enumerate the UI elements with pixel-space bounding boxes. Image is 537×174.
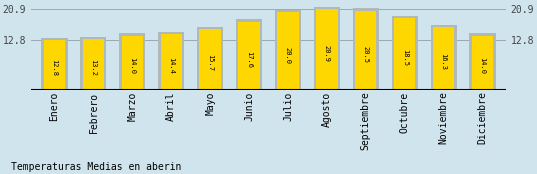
Bar [197,27,223,90]
Bar [83,39,104,90]
Bar [41,38,68,90]
Bar [161,34,182,90]
Bar [119,33,146,90]
Text: 20.9: 20.9 [324,45,330,62]
Bar [158,32,184,90]
Text: 14.0: 14.0 [129,57,135,74]
Bar [394,18,416,90]
Bar [316,9,338,90]
Bar [277,13,299,90]
Bar [314,7,340,90]
Text: 14.4: 14.4 [168,57,174,74]
Bar [81,37,106,90]
Text: 13.2: 13.2 [90,59,97,76]
Bar [199,29,221,90]
Bar [355,11,376,90]
Bar [433,27,454,90]
Text: 18.5: 18.5 [402,49,408,66]
Text: 16.3: 16.3 [440,53,447,70]
Text: Temperaturas Medias en aberin: Temperaturas Medias en aberin [11,162,181,172]
Text: 14.0: 14.0 [480,57,485,74]
Bar [121,36,143,90]
Bar [238,22,260,90]
Bar [472,36,493,90]
Text: 15.7: 15.7 [207,54,213,71]
Bar [275,10,301,90]
Text: 17.6: 17.6 [246,51,252,68]
Text: 20.0: 20.0 [285,47,291,64]
Bar [431,25,456,90]
Bar [353,8,379,90]
Bar [391,16,418,90]
Bar [236,19,262,90]
Text: 12.8: 12.8 [52,59,57,76]
Text: 20.5: 20.5 [363,46,369,63]
Bar [469,33,496,90]
Bar [44,41,65,90]
